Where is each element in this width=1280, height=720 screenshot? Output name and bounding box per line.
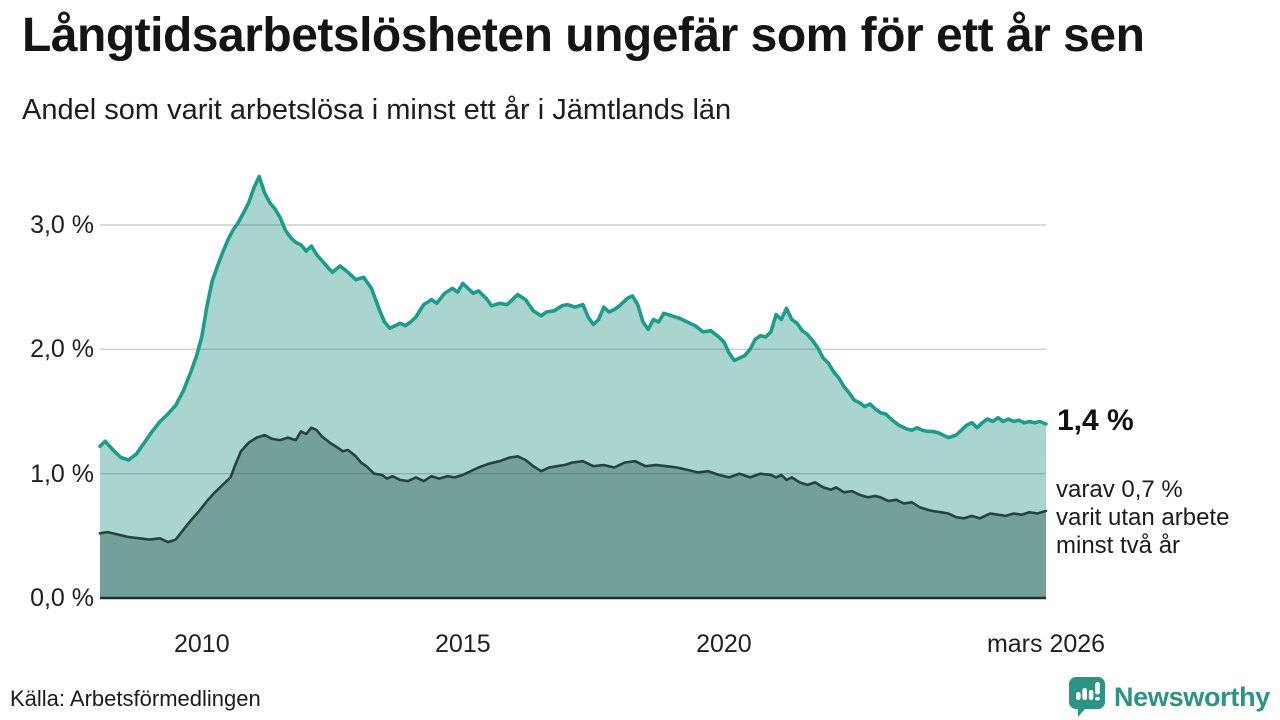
y-axis-label-2: 2,0 % <box>30 335 94 364</box>
line-unemployed-two-years <box>98 426 1048 544</box>
x-axis-label-2020: 2020 <box>696 630 752 658</box>
x-axis-label-2010: 2010 <box>173 630 230 658</box>
area-unemployed-two-years <box>100 427 1046 598</box>
source-credit: Källa: Arbetsförmedlingen <box>10 686 261 711</box>
chart-subtitle: Andel som varit arbetslösa i minst ett å… <box>22 94 732 126</box>
y-axis-label-3: 3,0 % <box>30 211 94 239</box>
x-axis-label-mars-2026: mars 2026 <box>986 630 1106 658</box>
latest-value-annotation: 1,4 % <box>1057 404 1134 437</box>
newsworthy-logo: Newsworthy <box>1068 676 1270 718</box>
line-unemployed-one-year <box>98 174 1048 462</box>
x-axis-label-2015: 2015 <box>435 630 491 658</box>
newsworthy-wordmark: Newsworthy <box>1113 681 1270 712</box>
y-axis-label-0: 0,0 % <box>30 584 94 612</box>
newsworthy-pin-barchart-icon <box>1068 676 1106 718</box>
y-axis-label-1: 1,0 % <box>30 459 94 488</box>
page-title: Långtidsarbetslösheten ungefär som för e… <box>22 9 1145 62</box>
secondary-series-annotation: varav 0,7 % varit utan arbete minst två … <box>1056 476 1230 559</box>
